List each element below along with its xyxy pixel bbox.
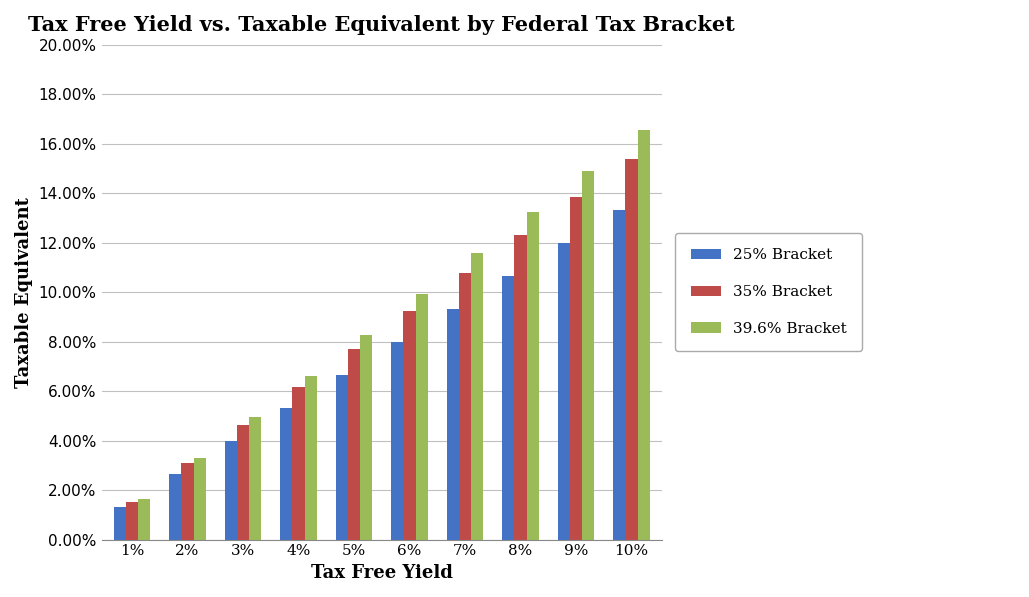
Bar <box>305 376 317 540</box>
Bar <box>138 498 150 540</box>
Bar <box>527 212 539 540</box>
Bar <box>391 341 403 540</box>
Bar <box>471 253 484 540</box>
Bar <box>416 294 428 540</box>
Bar <box>292 387 305 540</box>
Bar <box>638 130 650 540</box>
Bar <box>114 507 126 540</box>
Y-axis label: Taxable Equivalent: Taxable Equivalent <box>15 197 33 387</box>
X-axis label: Tax Free Yield: Tax Free Yield <box>311 564 453 582</box>
Bar <box>237 426 249 540</box>
Bar <box>224 441 237 540</box>
Bar <box>570 197 582 540</box>
Bar <box>193 458 206 540</box>
Bar <box>181 463 193 540</box>
Legend: 25% Bracket, 35% Bracket, 39.6% Bracket: 25% Bracket, 35% Bracket, 39.6% Bracket <box>675 233 862 352</box>
Title: Tax Free Yield vs. Taxable Equivalent by Federal Tax Bracket: Tax Free Yield vs. Taxable Equivalent by… <box>29 15 735 35</box>
Bar <box>403 311 416 540</box>
Bar <box>558 243 570 540</box>
Bar <box>169 473 181 540</box>
Bar <box>514 235 527 540</box>
Bar <box>249 417 261 540</box>
Bar <box>582 171 595 540</box>
Bar <box>348 349 360 540</box>
Bar <box>613 210 626 540</box>
Bar <box>360 335 372 540</box>
Bar <box>126 501 138 540</box>
Bar <box>459 273 471 540</box>
Bar <box>447 309 459 540</box>
Bar <box>280 408 292 540</box>
Bar <box>502 276 514 540</box>
Bar <box>335 375 348 540</box>
Bar <box>626 159 638 540</box>
